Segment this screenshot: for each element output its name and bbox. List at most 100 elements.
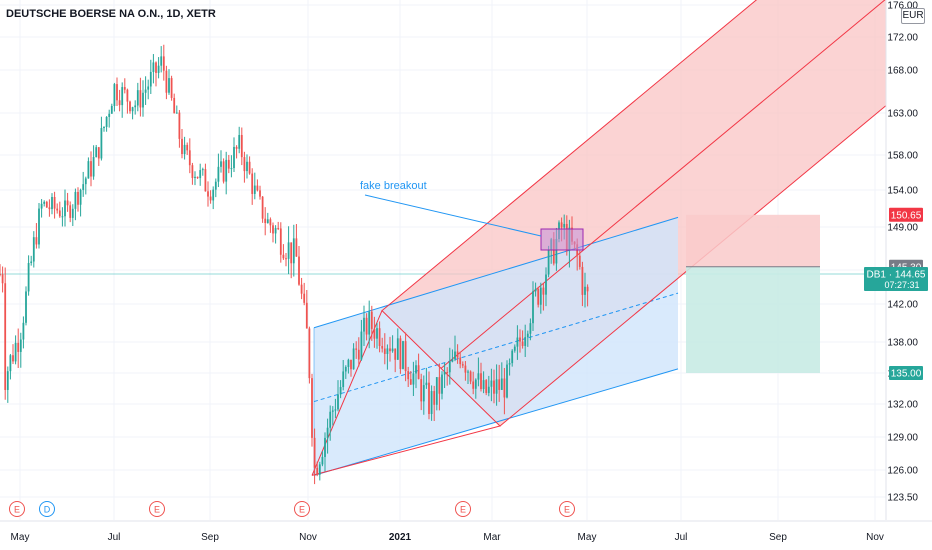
- candle-body: [495, 379, 498, 394]
- candle-body: [38, 208, 40, 245]
- y-tick-label: 138.00: [887, 338, 918, 349]
- candle-body: [363, 317, 365, 332]
- candle-body: [560, 222, 563, 228]
- candle-body: [240, 134, 243, 158]
- event-marker[interactable]: E: [294, 501, 310, 517]
- pitchfork-upper-line: [381, 0, 758, 312]
- candle-body: [118, 100, 121, 106]
- candle-body: [90, 161, 92, 177]
- y-tick-label: 149.00: [887, 223, 918, 234]
- candle-body: [48, 207, 51, 210]
- candle-body: [165, 70, 168, 93]
- candle-body: [389, 348, 391, 352]
- ticker-price-label: DB1 · 144.65: [867, 269, 926, 280]
- currency-badge[interactable]: EUR: [901, 8, 925, 24]
- candle-body: [27, 262, 30, 292]
- event-marker[interactable]: E: [455, 501, 471, 517]
- candle-body: [253, 185, 256, 194]
- candle-body: [529, 323, 532, 334]
- candle-body: [425, 382, 428, 386]
- event-marker-label: E: [14, 505, 20, 515]
- candle-body: [207, 191, 209, 197]
- y-tick-label: 129.00: [887, 433, 918, 444]
- candle-body: [178, 112, 181, 139]
- chart-title: DEUTSCHE BOERSE NA O.N., 1D, XETR: [6, 8, 216, 20]
- candle-body: [391, 348, 394, 352]
- candle-body: [428, 382, 430, 415]
- event-marker-circle: [455, 501, 471, 517]
- candle-body: [282, 254, 285, 259]
- candle-body: [230, 168, 233, 170]
- event-marker-circle: [9, 501, 25, 517]
- candle-body: [552, 239, 555, 264]
- event-marker[interactable]: D: [39, 501, 55, 517]
- candle-body: [121, 87, 124, 106]
- candle-body: [399, 338, 402, 369]
- candle-body: [152, 62, 155, 72]
- candle-body: [66, 200, 69, 206]
- candle-body: [485, 380, 488, 394]
- y-tick-label: 163.00: [887, 109, 918, 120]
- candle-body: [347, 359, 350, 367]
- candle-body: [487, 386, 490, 394]
- event-marker[interactable]: E: [149, 501, 165, 517]
- channel-median-line: [313, 292, 679, 403]
- x-tick-label: May: [11, 532, 30, 543]
- x-tick-label: 2021: [389, 532, 412, 543]
- candle-body: [69, 205, 72, 218]
- candle-body: [173, 97, 176, 114]
- candle-body: [277, 228, 280, 230]
- pitchfork-pivot-lines: [311, 309, 501, 476]
- candle-body: [584, 286, 586, 295]
- candle-body: [290, 242, 293, 264]
- candle-body: [441, 374, 443, 394]
- candle-body: [214, 181, 217, 190]
- candle-body: [287, 242, 290, 259]
- candle-body: [456, 351, 459, 358]
- candle-body: [97, 147, 100, 159]
- candle-body: [420, 379, 423, 402]
- candle-body: [511, 350, 514, 364]
- candle-body: [474, 379, 477, 389]
- candle-body: [355, 348, 358, 350]
- candle-body: [279, 228, 282, 255]
- candle-body: [103, 126, 105, 129]
- candle-body: [9, 355, 12, 372]
- candle-body: [508, 363, 511, 365]
- target-price-label: 135.00: [891, 369, 922, 380]
- candle-body: [32, 237, 35, 262]
- y-tick-label: 172.00: [887, 33, 918, 44]
- candle-body: [516, 337, 519, 347]
- candle-body: [40, 203, 43, 209]
- event-marker[interactable]: E: [9, 501, 25, 517]
- event-marker[interactable]: E: [559, 501, 575, 517]
- candle-body: [238, 134, 241, 149]
- y-tick-label: 168.00: [887, 66, 918, 77]
- candle-body: [12, 355, 14, 362]
- candle-body: [269, 219, 272, 226]
- candle-body: [316, 467, 319, 475]
- candle-body: [563, 223, 566, 228]
- candle-body: [472, 381, 475, 389]
- candle-body: [422, 385, 425, 402]
- candle-body: [430, 391, 433, 415]
- candle-body: [318, 464, 321, 475]
- last-price-badge: [864, 266, 928, 291]
- candle-body: [324, 437, 326, 457]
- candle-body: [25, 291, 27, 323]
- candle-body: [131, 107, 134, 112]
- candle-body: [321, 456, 324, 465]
- candle-body: [337, 394, 339, 410]
- candle-body: [547, 249, 550, 275]
- candle-body: [134, 105, 137, 108]
- candle-body: [295, 238, 298, 257]
- candle-body: [162, 56, 165, 71]
- candle-body: [438, 377, 441, 394]
- candle-body: [246, 161, 248, 172]
- candle-body: [448, 361, 451, 373]
- candle-body: [201, 169, 204, 171]
- candle-body: [339, 387, 342, 395]
- y-tick-label: 154.00: [887, 186, 918, 197]
- candle-body: [264, 218, 267, 224]
